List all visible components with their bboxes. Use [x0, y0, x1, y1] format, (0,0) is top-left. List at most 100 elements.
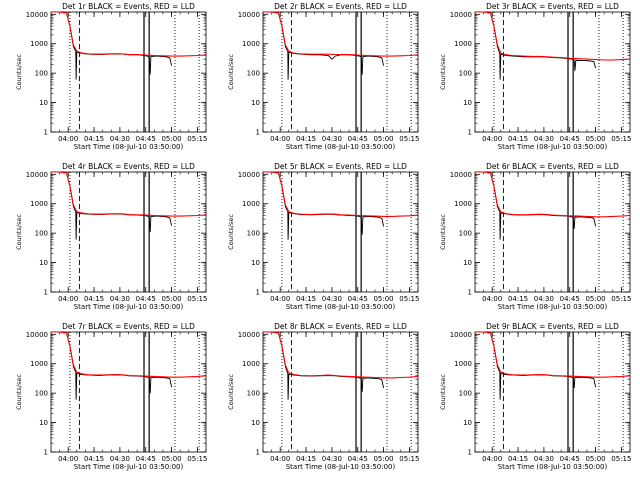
plot-frame [262, 331, 419, 453]
panel-title: Det 2r BLACK = Events, RED = LLD [274, 2, 407, 11]
x-tick-label: 04:30 [322, 295, 342, 303]
x-tick-label: 04:30 [110, 295, 130, 303]
panel-7: Det 7r BLACK = Events, RED = LLD 1 10 100 10… [15, 322, 207, 471]
lld-series-line [263, 172, 418, 217]
y-tick-label: 1 [468, 129, 472, 137]
x-tick-label: 04:45 [348, 135, 368, 143]
lld-series-line [263, 332, 418, 379]
y-tick-label: 100 [35, 230, 48, 238]
plot-frame [262, 11, 419, 133]
y-axis-label: Counts/sec [439, 54, 447, 90]
x-tick-label: 04:15 [84, 135, 104, 143]
y-axis-label: Counts/sec [227, 54, 235, 90]
x-tick-label: 04:00 [482, 295, 502, 303]
y-tick-label: 100 [35, 70, 48, 78]
y-tick-label: 10 [463, 419, 472, 427]
x-tick-label: 04:15 [84, 295, 104, 303]
x-tick-label: 04:15 [508, 295, 528, 303]
x-tick-label: 04:30 [534, 135, 554, 143]
y-tick-label: 1000 [242, 200, 260, 208]
panel-5: Det 5r BLACK = Events, RED = LLD 1 10 100 10… [227, 162, 419, 311]
y-tick-label: 1000 [454, 40, 472, 48]
panel-title: Det 8r BLACK = Events, RED = LLD [274, 322, 407, 331]
y-tick-label: 1000 [242, 40, 260, 48]
x-tick-label: 04:15 [508, 455, 528, 463]
x-tick-label: 05:15 [187, 295, 207, 303]
x-tick-label: 04:00 [482, 455, 502, 463]
x-axis-label: Start Time (08-Jul-10 03:50:00) [74, 303, 184, 311]
y-tick-label: 10 [251, 99, 260, 107]
plot-frame [474, 11, 631, 133]
x-tick-label: 04:45 [136, 455, 156, 463]
x-tick-label: 05:15 [399, 455, 419, 463]
x-tick-label: 04:00 [58, 295, 78, 303]
y-tick-label: 10000 [26, 331, 48, 339]
y-tick-label: 10000 [26, 171, 48, 179]
lld-series-line [475, 172, 630, 218]
x-tick-label: 05:00 [161, 295, 181, 303]
y-tick-label: 10 [251, 419, 260, 427]
y-tick-label: 1 [468, 449, 472, 457]
y-tick-label: 100 [247, 230, 260, 238]
lld-series-line [51, 12, 206, 57]
y-axis-label: Counts/sec [15, 214, 23, 250]
plot-frame [50, 331, 207, 453]
y-tick-label: 1000 [242, 360, 260, 368]
x-tick-label: 04:30 [110, 455, 130, 463]
y-tick-label: 1000 [454, 200, 472, 208]
y-tick-label: 10000 [238, 171, 260, 179]
panel-title: Det 3r BLACK = Events, RED = LLD [486, 2, 619, 11]
y-axis-label: Counts/sec [227, 374, 235, 410]
y-tick-label: 10000 [450, 171, 472, 179]
y-tick-label: 100 [247, 390, 260, 398]
y-tick-label: 10 [39, 259, 48, 267]
x-axis-label: Start Time (08-Jul-10 03:50:00) [74, 143, 184, 151]
y-axis-label: Counts/sec [227, 214, 235, 250]
x-tick-label: 04:00 [482, 135, 502, 143]
y-axis-label: Counts/sec [15, 374, 23, 410]
x-tick-label: 05:15 [611, 135, 631, 143]
x-tick-label: 04:45 [136, 135, 156, 143]
x-tick-label: 04:45 [560, 455, 580, 463]
x-axis-label: Start Time (08-Jul-10 03:50:00) [286, 303, 396, 311]
x-tick-label: 04:45 [348, 295, 368, 303]
panel-title: Det 1r BLACK = Events, RED = LLD [62, 2, 195, 11]
y-tick-label: 10000 [238, 11, 260, 19]
x-tick-label: 04:00 [270, 135, 290, 143]
x-tick-label: 04:30 [322, 455, 342, 463]
lld-series-line [51, 172, 206, 217]
y-tick-label: 100 [459, 230, 472, 238]
panel-8: Det 8r BLACK = Events, RED = LLD 1 10 100 10… [227, 322, 419, 471]
y-tick-label: 100 [247, 70, 260, 78]
x-tick-label: 05:00 [161, 135, 181, 143]
plot-frame [262, 171, 419, 293]
y-tick-label: 10 [463, 259, 472, 267]
panel-title: Det 9r BLACK = Events, RED = LLD [486, 322, 619, 331]
panel-6: Det 6r BLACK = Events, RED = LLD 1 10 100 10… [439, 162, 631, 311]
panel-title: Det 4r BLACK = Events, RED = LLD [62, 162, 195, 171]
x-axis-label: Start Time (08-Jul-10 03:50:00) [286, 143, 396, 151]
y-axis-label: Counts/sec [439, 214, 447, 250]
x-tick-label: 05:00 [585, 135, 605, 143]
y-tick-label: 10000 [238, 331, 260, 339]
lld-series-line [51, 332, 206, 378]
x-tick-label: 05:15 [611, 455, 631, 463]
panel-title: Det 7r BLACK = Events, RED = LLD [62, 322, 195, 331]
x-tick-label: 05:00 [585, 455, 605, 463]
x-tick-label: 05:15 [187, 135, 207, 143]
y-tick-label: 1 [256, 129, 260, 137]
x-axis-label: Start Time (08-Jul-10 03:50:00) [74, 463, 184, 471]
x-tick-label: 04:00 [270, 455, 290, 463]
x-tick-label: 04:45 [560, 295, 580, 303]
x-tick-label: 05:00 [161, 455, 181, 463]
x-tick-label: 04:00 [270, 295, 290, 303]
panel-9: Det 9r BLACK = Events, RED = LLD 1 10 100 10… [439, 322, 631, 471]
plot-frame [474, 331, 631, 453]
x-axis-label: Start Time (08-Jul-10 03:50:00) [498, 463, 608, 471]
y-axis-label: Counts/sec [439, 374, 447, 410]
x-tick-label: 04:15 [508, 135, 528, 143]
y-tick-label: 10000 [450, 11, 472, 19]
x-tick-label: 04:30 [322, 135, 342, 143]
x-tick-label: 04:30 [534, 295, 554, 303]
